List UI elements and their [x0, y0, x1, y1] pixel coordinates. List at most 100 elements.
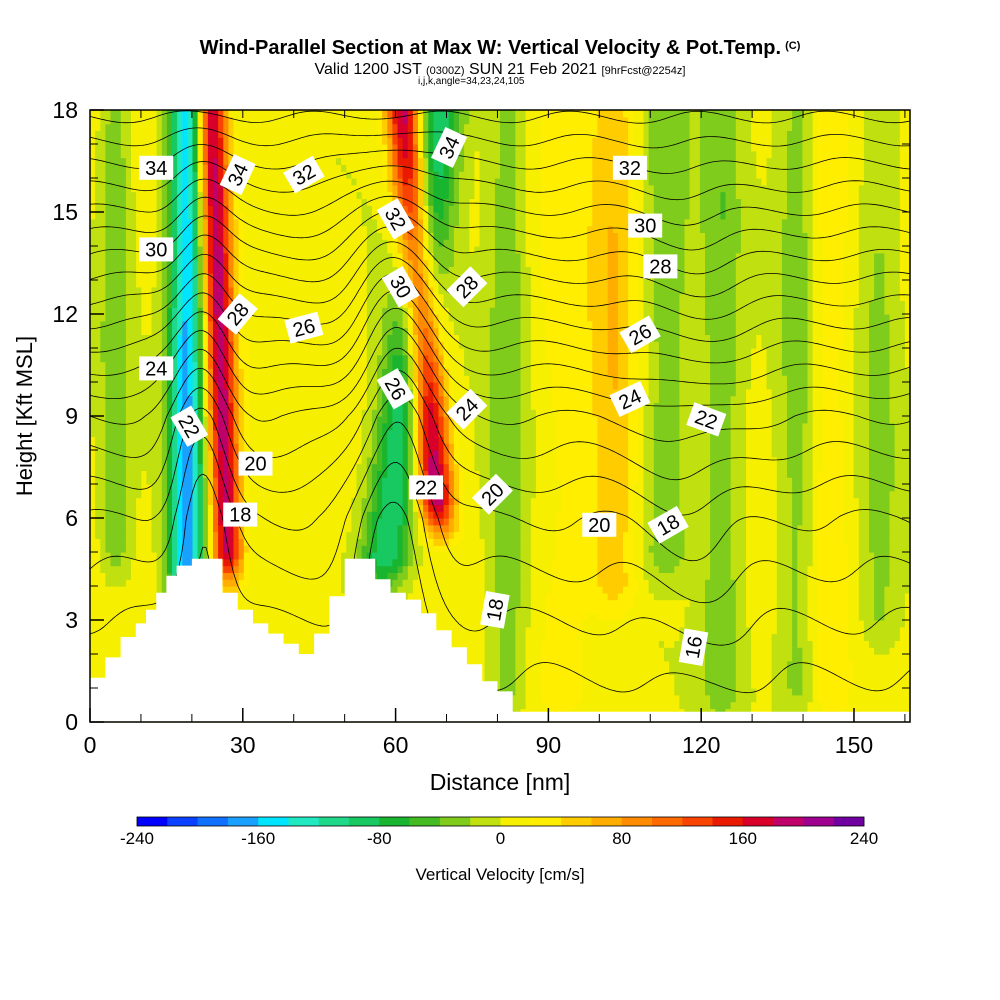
vv-cell — [125, 538, 132, 546]
vv-cell — [638, 674, 645, 682]
vv-cell — [653, 640, 660, 648]
vv-cell — [346, 531, 352, 539]
vv-cell — [469, 538, 475, 546]
vv-cell — [648, 552, 655, 560]
vv-cell — [136, 579, 142, 587]
vv-cell — [833, 647, 839, 655]
vv-cell — [879, 688, 885, 696]
vv-cell — [802, 524, 809, 533]
vv-cell — [500, 626, 506, 635]
vv-cell — [746, 586, 752, 594]
vv-cell — [305, 545, 311, 553]
vv-cell — [469, 599, 475, 607]
vv-cell — [899, 586, 906, 594]
vv-cell — [699, 626, 706, 635]
vv-cell — [720, 667, 727, 675]
vv-cell — [479, 633, 486, 641]
vv-cell — [459, 586, 465, 594]
vv-cell — [643, 660, 650, 669]
vv-cell — [746, 538, 752, 546]
vv-cell — [515, 531, 522, 539]
vv-cell — [869, 694, 875, 703]
vv-cell — [904, 565, 911, 573]
vv-cell — [412, 586, 419, 594]
vv-cell — [817, 586, 824, 594]
vv-cell — [305, 599, 311, 607]
vv-cell — [546, 626, 552, 635]
vv-cell — [146, 592, 153, 601]
vv-cell — [869, 586, 875, 594]
vv-cell — [551, 694, 557, 703]
vv-cell — [474, 538, 481, 546]
vv-cell — [720, 586, 727, 594]
vv-cell — [792, 545, 798, 553]
vv-cell — [699, 606, 706, 614]
vv-cell — [515, 579, 522, 587]
vv-cell — [689, 565, 696, 573]
vv-cell — [756, 606, 762, 614]
vv-cell — [535, 647, 542, 655]
vv-cell — [617, 613, 624, 621]
vv-cell — [633, 674, 639, 682]
vv-cell — [172, 538, 178, 546]
vv-cell — [838, 688, 844, 696]
vv-cell — [710, 586, 716, 594]
vv-cell — [95, 511, 101, 519]
vv-cell — [100, 504, 106, 512]
vv-cell — [264, 524, 270, 533]
vv-cell — [520, 524, 527, 533]
vv-cell — [710, 620, 716, 628]
vv-cell — [638, 694, 645, 703]
vv-cell — [233, 586, 240, 594]
vv-cell — [530, 511, 537, 519]
vv-cell — [889, 633, 896, 641]
vv-cell — [582, 613, 588, 621]
vv-cell — [105, 606, 112, 614]
vv-cell — [371, 531, 378, 539]
vv-cell — [500, 572, 506, 580]
vv-cell — [438, 599, 445, 607]
vv-cell — [817, 701, 824, 709]
vv-cell — [125, 518, 132, 526]
vv-cell — [746, 701, 752, 709]
vv-cell — [218, 552, 224, 560]
vv-cell — [423, 599, 429, 607]
vv-cell — [592, 613, 598, 621]
vv-cell — [223, 531, 229, 539]
vv-cell — [715, 518, 721, 526]
vv-cell — [863, 660, 870, 669]
vv-cell — [874, 538, 880, 546]
vv-cell — [95, 552, 101, 560]
vv-cell — [397, 586, 404, 594]
vv-cell — [566, 586, 573, 594]
vv-cell — [582, 701, 588, 709]
vv-cell — [787, 620, 793, 628]
vv-cell — [812, 592, 819, 601]
vv-cell — [228, 565, 235, 573]
vv-cell — [520, 660, 527, 669]
vv-cell — [628, 572, 634, 580]
vv-cell — [351, 511, 358, 519]
vv-cell — [136, 565, 142, 573]
vv-cell — [161, 572, 168, 580]
vv-cell — [658, 681, 665, 689]
vv-cell — [571, 511, 578, 519]
vv-cell — [792, 518, 798, 526]
vv-cell — [664, 701, 670, 709]
vv-cell — [505, 538, 511, 546]
vv-cell — [182, 518, 188, 526]
vv-cell — [874, 572, 880, 580]
vv-cell — [658, 613, 665, 621]
vv-cell — [607, 613, 614, 621]
vv-cell — [858, 701, 865, 709]
vv-cell — [756, 654, 762, 662]
vv-cell — [556, 538, 563, 546]
vv-cell — [146, 518, 153, 526]
vv-cell — [259, 606, 265, 614]
vv-cell — [125, 558, 132, 567]
vv-cell — [320, 586, 327, 594]
vv-cell — [556, 592, 563, 601]
vv-cell — [817, 579, 824, 587]
vv-cell — [858, 694, 865, 703]
vv-cell — [310, 538, 317, 546]
